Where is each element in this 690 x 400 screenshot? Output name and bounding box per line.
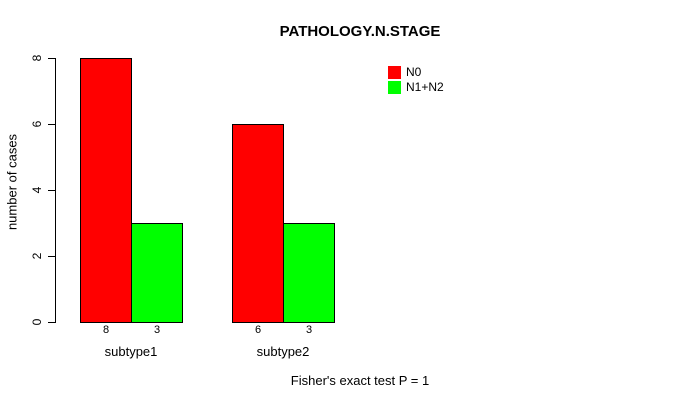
y-tick xyxy=(48,190,55,191)
chart-title: PATHOLOGY.N.STAGE xyxy=(279,23,441,40)
legend-swatch xyxy=(388,66,401,79)
y-axis-line xyxy=(55,58,56,323)
y-tick-label: 4 xyxy=(30,186,44,194)
legend-item: N1+N2 xyxy=(388,81,444,94)
bar-n0-subtype1 xyxy=(80,58,132,323)
y-tick xyxy=(48,322,55,323)
y-tick-label: 8 xyxy=(30,54,44,62)
y-tick-label: 6 xyxy=(30,120,44,128)
y-tick-label: 0 xyxy=(30,318,44,326)
legend-swatch xyxy=(388,81,401,94)
bar-n1n2-subtype2 xyxy=(283,223,335,323)
category-label: subtype2 xyxy=(256,344,310,359)
legend-item: N0 xyxy=(388,66,444,79)
y-axis-label: number of cases xyxy=(4,133,20,231)
category-label: subtype1 xyxy=(104,344,158,359)
y-tick xyxy=(48,256,55,257)
legend: N0 N1+N2 xyxy=(388,66,444,96)
stat-test-annotation: Fisher's exact test P = 1 xyxy=(290,373,430,388)
y-tick xyxy=(48,124,55,125)
y-tick-label: 2 xyxy=(30,252,44,260)
bar-n1n2-subtype1 xyxy=(131,223,183,323)
legend-label: N1+N2 xyxy=(406,80,444,94)
bar-value-label: 3 xyxy=(305,324,313,336)
bar-n0-subtype2 xyxy=(232,124,284,323)
bar-value-label: 6 xyxy=(254,324,262,336)
legend-label: N0 xyxy=(406,65,422,79)
bar-value-label: 8 xyxy=(102,324,110,336)
y-tick xyxy=(48,58,55,59)
bar-value-label: 3 xyxy=(153,324,161,336)
